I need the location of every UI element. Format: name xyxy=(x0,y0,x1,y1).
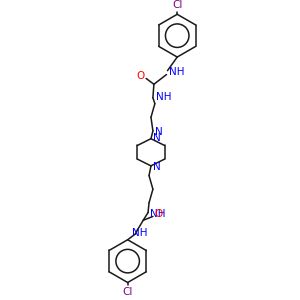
Text: N: N xyxy=(153,133,161,143)
Text: N: N xyxy=(153,162,161,172)
Text: O: O xyxy=(155,209,163,220)
Text: NH: NH xyxy=(156,92,171,102)
Text: O: O xyxy=(136,71,144,82)
Text: NH: NH xyxy=(150,209,166,219)
Text: NH: NH xyxy=(131,228,147,238)
Text: Cl: Cl xyxy=(172,0,182,11)
Text: N: N xyxy=(155,127,163,137)
Text: Cl: Cl xyxy=(122,287,133,297)
Text: NH: NH xyxy=(169,67,185,76)
